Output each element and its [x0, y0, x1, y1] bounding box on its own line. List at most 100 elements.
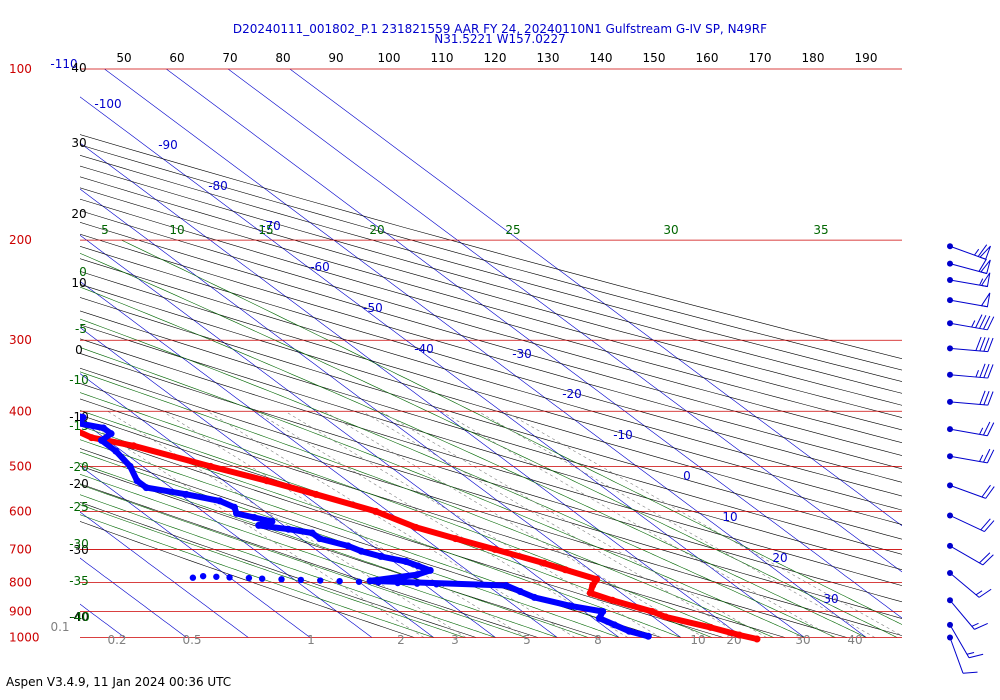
dewpoint-profile-point [232, 509, 240, 517]
wind-barb [947, 272, 991, 288]
dewpoint-profile-point [59, 408, 66, 415]
dewpoint-scatter-point [226, 574, 233, 581]
wind-barb-station [947, 297, 953, 304]
dry-adiabat-line [80, 144, 902, 371]
mixing-ratio-label: 2 [397, 633, 405, 647]
moist-adiabat-label: 25 [505, 223, 520, 237]
dewpoint-profile-point [366, 577, 374, 585]
dry-adiabat-line [80, 271, 902, 511]
wind-barb-half-feather [971, 320, 976, 328]
wind-barb-staff [949, 637, 964, 674]
wind-barb-feather [979, 337, 986, 352]
dewpoint-profile-point [426, 566, 434, 574]
wind-barb-feather [979, 390, 986, 405]
moist-adiabat-label: -30 [69, 537, 89, 551]
mixing-ratio-label: 3 [451, 633, 459, 647]
wind-barb-staff [949, 484, 986, 499]
wind-barb [947, 512, 995, 532]
isotherm-label: -20 [562, 387, 582, 401]
moist-adiabat-label: 0 [79, 265, 87, 279]
dry-adiabat-line [80, 521, 415, 638]
wind-barb [947, 292, 991, 308]
mixing-ratio-line [285, 411, 661, 638]
chart-subtitle: N31.5221 W157.0227 [434, 32, 566, 46]
dewpoint-profile-point [357, 547, 365, 555]
wind-barb-staff [949, 401, 988, 406]
wind-barb-feather [987, 391, 994, 406]
wind-barb-feather [984, 520, 995, 532]
dewpoint-scatter-point [413, 580, 421, 587]
wind-barb [947, 390, 994, 406]
dry-adiabat-label: 30 [71, 136, 86, 150]
wind-barb-station [947, 634, 953, 641]
temperature-profile-point [207, 462, 215, 470]
wind-barb-feather [983, 421, 991, 436]
dewpoint-scatter-point [317, 577, 324, 584]
wind-barb-half-feather [979, 427, 984, 435]
pressure-label: 100 [9, 62, 32, 76]
dry-adiabat-line [80, 198, 902, 431]
temperature-profile-point [589, 581, 597, 589]
dry-adiabat-label: 0 [75, 343, 83, 357]
wind-barb-staff [949, 347, 988, 353]
wind-barb-staff [949, 455, 988, 464]
dry-adiabat-line [80, 176, 902, 406]
isotherm-label: -90 [158, 138, 178, 152]
wind-barb-station [947, 569, 953, 576]
dewpoint-profile-point [308, 529, 316, 537]
wind-barb-feather [979, 363, 986, 378]
wind-barb-station [947, 320, 953, 327]
temperature-profile-point [312, 490, 320, 498]
moist-adiabat-line [80, 286, 867, 638]
wind-barb-feather [962, 671, 978, 674]
dry-adiabat-line [80, 367, 902, 619]
wind-barb-feather [982, 554, 994, 566]
isotherm-label: -40 [414, 342, 434, 356]
isotherm-line [80, 511, 249, 638]
dewpoint-profile-point [530, 593, 538, 601]
wind-barb-staff [949, 374, 988, 379]
dewpoint-profile-point [402, 557, 410, 565]
temperature-profile-point [412, 523, 420, 531]
dry-adiabat-label: 20 [71, 207, 86, 221]
wind-barb-feather [983, 337, 990, 352]
wind-barb [947, 542, 994, 566]
theta-axis-label: 150 [643, 51, 666, 65]
dry-adiabat-line [80, 233, 902, 470]
temperature-profile-point [662, 613, 670, 621]
temperature-profile-point [753, 635, 761, 643]
wind-barb-station [947, 542, 953, 549]
dewpoint-profile-point [610, 621, 618, 629]
wind-barb-station [947, 243, 953, 250]
dry-adiabat-label: -20 [69, 477, 89, 491]
pressure-label: 1000 [9, 631, 40, 645]
wind-barb-station [947, 482, 953, 489]
temperature-profile-point [57, 420, 64, 427]
dewpoint-scatter-point [297, 576, 305, 584]
wind-barb-station [947, 512, 953, 519]
wind-barb-pennant [980, 292, 991, 308]
isotherm-line [80, 465, 311, 638]
dry-adiabat-line [80, 324, 902, 571]
temperature-profile-point [263, 477, 271, 485]
wind-barb-feather [986, 316, 995, 331]
dewpoint-profile-point [377, 552, 385, 560]
dry-adiabat-label: -30 [69, 543, 89, 557]
wind-barb-feather [986, 449, 995, 464]
dewpoint-profile-point [112, 447, 120, 455]
theta-axis-label: 130 [537, 51, 560, 65]
wind-barb-staff [949, 624, 970, 658]
temperature-profile-point [561, 566, 569, 574]
dry-adiabat-line [80, 155, 902, 382]
dry-adiabat-line [80, 353, 902, 603]
dewpoint-profile-point [285, 525, 293, 533]
dewpoint-profile-point [80, 420, 83, 427]
theta-axis-label: 100 [378, 51, 401, 65]
theta-axis-label: 160 [696, 51, 719, 65]
dry-adiabat-line [80, 258, 902, 497]
dry-adiabat-line [80, 414, 786, 638]
dewpoint-profile-point [107, 430, 115, 438]
wind-barb-feather [968, 653, 984, 659]
isotherm-line [104, 69, 867, 638]
